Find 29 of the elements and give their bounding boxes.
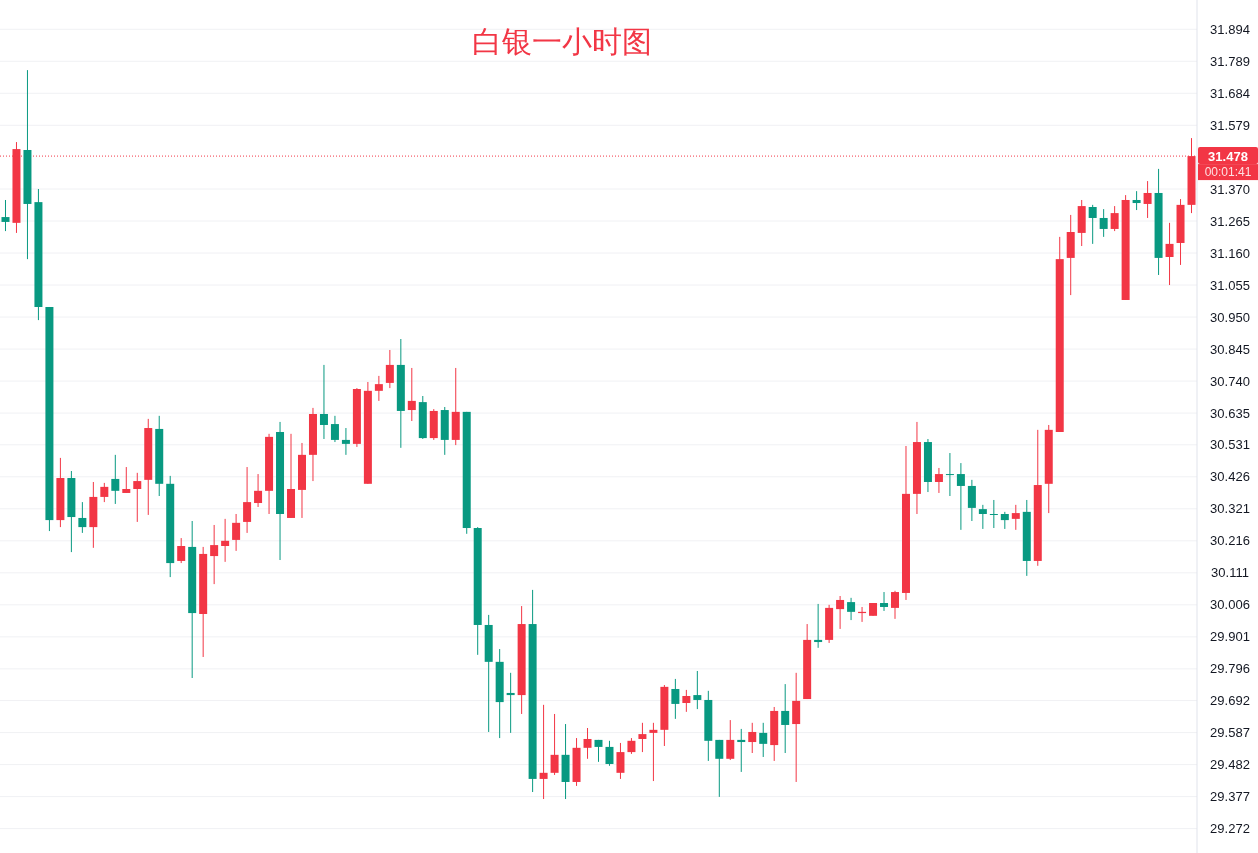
y-tick-label: 30.006: [1210, 597, 1250, 613]
y-tick-label: 31.579: [1210, 117, 1250, 133]
y-tick-label: 31.684: [1210, 85, 1250, 101]
y-tick-label: 29.587: [1210, 725, 1250, 741]
y-tick-label: 30.111: [1211, 565, 1249, 581]
y-tick-label: 29.482: [1210, 757, 1250, 773]
y-tick-label: 29.272: [1210, 821, 1250, 837]
y-tick-label: 31.055: [1210, 277, 1250, 293]
y-tick-label: 31.370: [1210, 181, 1250, 197]
y-tick-label: 30.845: [1210, 341, 1250, 357]
text: 白银一小时图: [472, 25, 652, 58]
price-label: 31.478: [1198, 147, 1258, 165]
y-tick-label: 31.894: [1210, 21, 1250, 37]
y-tick-label: 30.635: [1210, 405, 1250, 421]
y-tick-label: 29.692: [1210, 693, 1250, 709]
y-tick-label: 30.740: [1210, 373, 1250, 389]
y-tick-label: 31.789: [1210, 53, 1250, 69]
y-tick-label: 30.426: [1210, 469, 1250, 485]
y-tick-label: 31.160: [1210, 245, 1250, 261]
y-tick-label: 30.950: [1210, 309, 1250, 325]
ref-line-label: 31.478: [1208, 148, 1248, 164]
y-tick-label: 31.265: [1210, 213, 1250, 229]
text: 00:01:41: [1204, 165, 1252, 180]
y-tick-label: 30.216: [1210, 533, 1250, 549]
y-tick-label: 29.796: [1210, 661, 1250, 677]
y-tick-label: 30.321: [1210, 501, 1250, 517]
y-tick-label: 29.377: [1210, 789, 1250, 805]
y-tick-label: 29.901: [1210, 629, 1250, 645]
y-tick-label: 30.531: [1210, 437, 1250, 453]
